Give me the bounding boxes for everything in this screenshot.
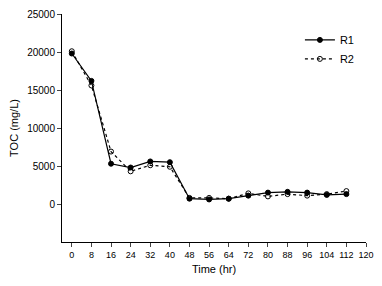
svg-text:10000: 10000	[27, 123, 55, 134]
svg-text:32: 32	[145, 250, 155, 260]
svg-text:48: 48	[184, 250, 194, 260]
svg-text:80: 80	[263, 250, 273, 260]
svg-text:8: 8	[89, 250, 94, 260]
svg-text:15000: 15000	[27, 85, 55, 96]
svg-text:56: 56	[204, 250, 214, 260]
svg-text:96: 96	[302, 250, 312, 260]
svg-text:16: 16	[106, 250, 116, 260]
svg-text:24: 24	[126, 250, 136, 260]
svg-text:72: 72	[243, 250, 253, 260]
svg-text:5000: 5000	[33, 161, 56, 172]
svg-text:Time (hr): Time (hr)	[192, 263, 236, 275]
svg-text:120: 120	[358, 250, 373, 260]
svg-text:20000: 20000	[27, 47, 55, 58]
svg-text:88: 88	[283, 250, 293, 260]
svg-text:R2: R2	[340, 53, 354, 65]
svg-text:0: 0	[49, 199, 55, 210]
svg-text:R1: R1	[340, 34, 354, 46]
svg-text:40: 40	[165, 250, 175, 260]
svg-text:25000: 25000	[27, 9, 55, 20]
svg-text:TOC (mg/L): TOC (mg/L)	[8, 99, 20, 157]
svg-text:112: 112	[339, 250, 353, 260]
svg-text:104: 104	[319, 250, 334, 260]
svg-text:64: 64	[224, 250, 234, 260]
svg-text:0: 0	[69, 250, 74, 260]
